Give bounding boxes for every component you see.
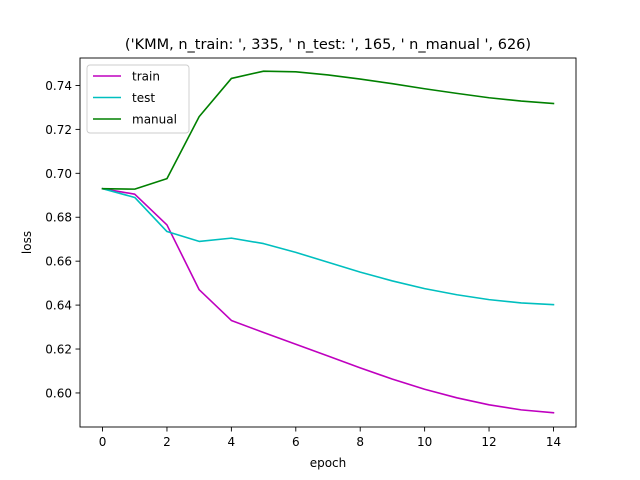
y-tick-label: 0.70: [45, 167, 72, 181]
legend-label-train: train: [132, 70, 160, 84]
series-layer: [101, 70, 555, 414]
x-tick-label: 8: [356, 435, 364, 449]
x-axis-label: epoch: [310, 456, 347, 470]
y-axis-ticks: 0.60 0.62 0.64 0.66 0.68 0.70 0.72 0.74: [45, 79, 80, 400]
y-tick-label: 0.74: [45, 79, 72, 93]
y-axis-label: loss: [20, 231, 34, 254]
series-line-test: [101, 187, 555, 306]
y-tick-label: 0.68: [45, 211, 72, 225]
x-tick-label: 2: [163, 435, 171, 449]
x-axis-ticks: 0 2 4 6 8 10 12 14: [99, 427, 561, 449]
series-line-manual: [101, 70, 555, 190]
x-tick-label: 10: [417, 435, 432, 449]
x-tick-label: 0: [99, 435, 107, 449]
y-tick-label: 0.64: [45, 299, 72, 313]
x-tick-label: 12: [481, 435, 496, 449]
x-tick-label: 6: [292, 435, 300, 449]
y-tick-label: 0.62: [45, 343, 72, 357]
x-tick-label: 4: [228, 435, 236, 449]
legend: train test manual: [86, 64, 190, 134]
y-tick-label: 0.66: [45, 255, 72, 269]
legend-box: [86, 64, 190, 134]
legend-label-manual: manual: [132, 113, 177, 127]
y-tick-label: 0.60: [45, 386, 72, 400]
series-line-train: [101, 187, 555, 414]
legend-label-test: test: [132, 91, 155, 105]
chart-title: ('KMM, n_train: ', 335, ' n_test: ', 165…: [125, 37, 531, 53]
plot-frame: [79, 57, 577, 428]
x-tick-label: 14: [546, 435, 561, 449]
y-tick-label: 0.72: [45, 123, 72, 137]
